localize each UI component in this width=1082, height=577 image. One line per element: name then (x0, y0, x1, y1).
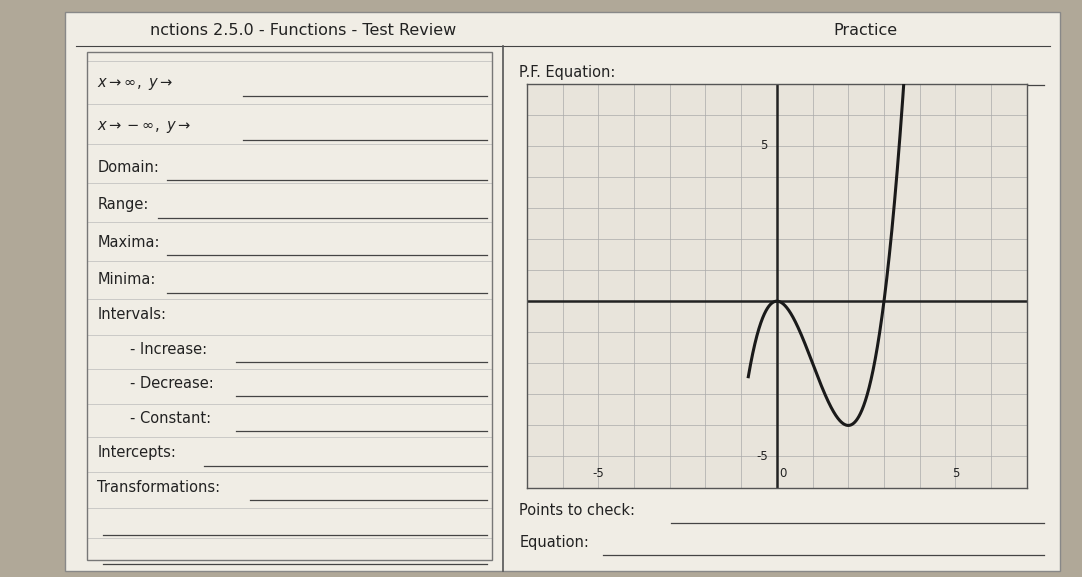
Text: - Decrease:: - Decrease: (130, 376, 213, 391)
Text: P.F. Equation:: P.F. Equation: (519, 65, 616, 80)
Text: 0: 0 (780, 467, 787, 480)
Text: $x \rightarrow \infty,\ y \rightarrow$: $x \rightarrow \infty,\ y \rightarrow$ (97, 76, 174, 92)
Text: Practice: Practice (833, 23, 898, 38)
Text: -5: -5 (756, 450, 768, 463)
Text: - Increase:: - Increase: (130, 342, 207, 357)
Text: 5: 5 (952, 467, 959, 480)
Text: - Constant:: - Constant: (130, 411, 211, 426)
Text: Range:: Range: (97, 197, 148, 212)
Text: nctions 2.5.0 - Functions - Test Review: nctions 2.5.0 - Functions - Test Review (149, 23, 457, 38)
Bar (87, 52, 492, 560)
Text: Intervals:: Intervals: (97, 307, 167, 322)
Text: $x \rightarrow -\infty,\ y \rightarrow$: $x \rightarrow -\infty,\ y \rightarrow$ (97, 119, 192, 135)
Text: -5: -5 (593, 467, 604, 480)
Text: Minima:: Minima: (97, 272, 156, 287)
Text: Points to check:: Points to check: (519, 503, 635, 518)
Text: Transformations:: Transformations: (97, 480, 221, 495)
Text: Domain:: Domain: (97, 160, 159, 175)
Text: Maxima:: Maxima: (97, 235, 160, 250)
Text: 5: 5 (761, 139, 768, 152)
Text: Intercepts:: Intercepts: (97, 445, 176, 460)
Text: Equation:: Equation: (519, 535, 590, 550)
